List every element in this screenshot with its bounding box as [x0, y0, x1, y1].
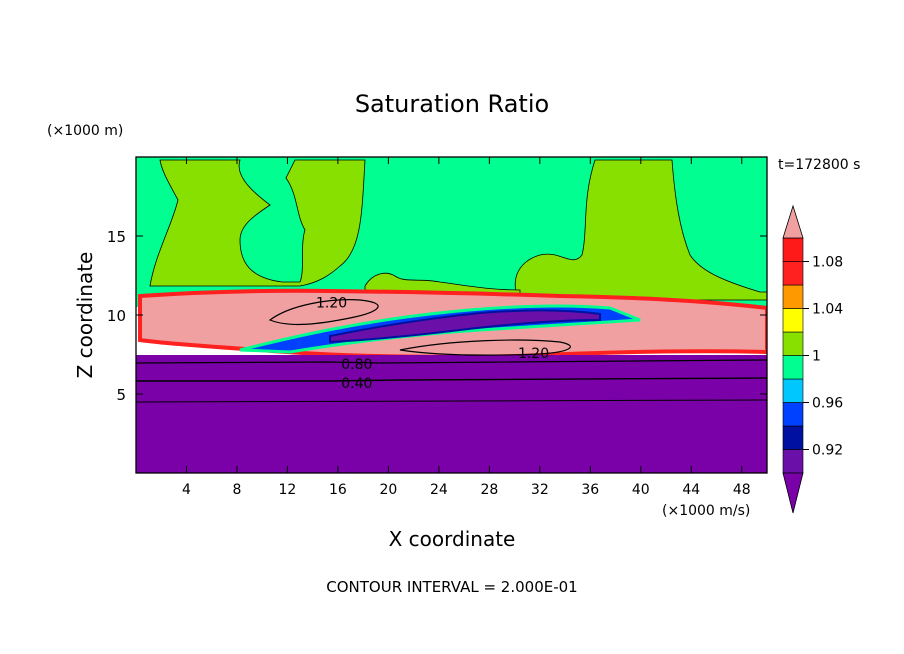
colorbar-band — [782, 425, 804, 450]
contour-interval-footer: CONTOUR INTERVAL = 2.000E-01 — [326, 578, 577, 596]
x-tick-label: 48 — [733, 482, 751, 498]
colorbar-band — [782, 378, 804, 403]
x-tick-label: 16 — [329, 482, 347, 498]
contour-label: 1.20 — [316, 295, 347, 311]
x-tick-label: 8 — [232, 482, 241, 498]
chart-title: Saturation Ratio — [355, 90, 549, 118]
colorbar-under-arrow — [782, 472, 804, 514]
x-tick-label: 44 — [682, 482, 700, 498]
colorbar: 0.92 0.96 1 1.04 1.08 — [782, 204, 843, 514]
y-tick-label: 5 — [116, 386, 126, 404]
colorbar-over-arrow — [782, 204, 804, 239]
colorbar-band — [782, 355, 804, 380]
colorbar-band — [782, 449, 804, 474]
x-tick-label: 4 — [182, 482, 191, 498]
contour-line-1.20 — [268, 299, 379, 326]
contour-line-0.40 — [136, 377, 767, 382]
colorbar-tick-label: 1.04 — [812, 302, 843, 318]
colorbar-tick-label: 1 — [812, 349, 821, 365]
contour-label: 1.20 — [518, 346, 549, 362]
x-tick-label: 24 — [430, 482, 448, 498]
y-axis-label: Z coordinate — [73, 252, 97, 379]
x-tick-label: 40 — [632, 482, 650, 498]
colorbar-band — [782, 331, 804, 356]
contour-line-1.20 — [399, 339, 571, 356]
x-tick-label: 32 — [531, 482, 549, 498]
x-tick-label: 20 — [379, 482, 397, 498]
contour-label: 0.80 — [341, 357, 372, 373]
field-lower — [136, 355, 767, 473]
x-tick-label: 12 — [279, 482, 297, 498]
contour-line-0.20 — [136, 399, 767, 403]
contour-line-0.80 — [136, 359, 767, 364]
field-dry-core — [329, 309, 601, 344]
time-label: t=172800 s — [778, 157, 860, 173]
field-plume — [149, 159, 366, 287]
colorbar-tick-label: 0.92 — [812, 443, 843, 459]
y-tick-label: 10 — [107, 307, 126, 325]
x-axis-ticks: 4 8 12 16 20 24 28 32 36 40 44 48 — [182, 157, 751, 498]
colorbar-band — [782, 237, 804, 262]
contour-label: 0.40 — [341, 376, 372, 392]
x-tick-label: 28 — [480, 482, 498, 498]
x-unit-label: (×1000 m/s) — [662, 503, 750, 519]
y-axis-ticks: 5 10 15 — [107, 228, 767, 404]
colorbar-tick-label: 1.08 — [812, 255, 843, 271]
contour-labels: 1.20 1.20 0.80 0.40 — [316, 295, 549, 392]
plot-area: 1.20 1.20 0.80 0.40 — [136, 157, 767, 473]
y-unit-label: (×1000 m) — [47, 123, 123, 139]
colorbar-band — [782, 284, 804, 309]
x-axis-label: X coordinate — [389, 527, 516, 551]
x-tick-label: 36 — [581, 482, 599, 498]
colorbar-band — [782, 261, 804, 286]
colorbar-tick-label: 0.96 — [812, 396, 843, 412]
colorbar-band — [782, 308, 804, 333]
colorbar-band — [782, 402, 804, 427]
y-tick-label: 15 — [107, 228, 126, 246]
